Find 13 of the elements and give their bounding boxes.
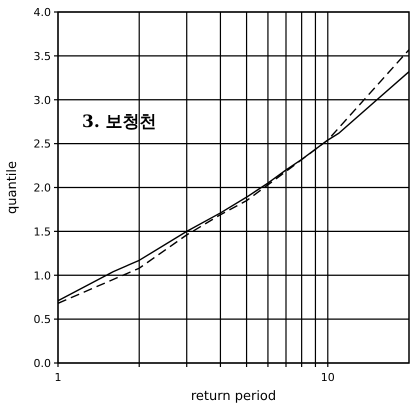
x-tick-label: 10 — [320, 371, 335, 384]
y-tick-label: 0.5 — [34, 313, 51, 326]
y-tick-label: 2.0 — [34, 182, 51, 194]
x-tick-label: 1 — [54, 371, 62, 384]
y-tick-label: 3.0 — [34, 94, 51, 107]
y-tick-label: 1.5 — [34, 225, 51, 238]
x-axis-title: return period — [190, 389, 276, 404]
y-tick-label: 1.0 — [34, 269, 51, 282]
y-axis-title: quantile — [5, 160, 20, 214]
y-tick-label: 2.5 — [34, 138, 51, 151]
y-tick-label: 0.0 — [34, 357, 51, 370]
y-tick-label: 3.5 — [34, 50, 51, 63]
y-tick-label: 4.0 — [34, 6, 51, 19]
